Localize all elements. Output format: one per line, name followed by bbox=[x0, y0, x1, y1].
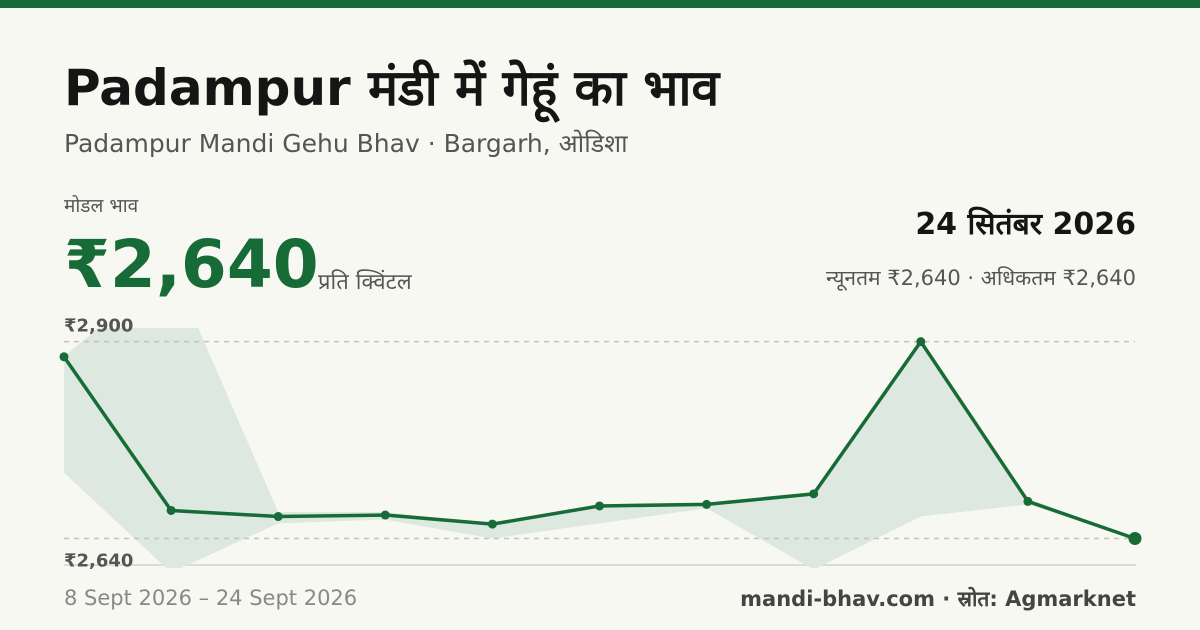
price-point bbox=[702, 499, 712, 509]
price-date: 24 सितंबर 2026 bbox=[915, 207, 1136, 242]
price-label: मोडल भाव bbox=[64, 195, 139, 217]
price-point bbox=[1128, 531, 1142, 545]
price-value: ₹2,640 bbox=[64, 226, 319, 303]
price-unit: प्रति क्विंटल bbox=[318, 270, 412, 295]
price-point bbox=[59, 352, 69, 362]
top-bar bbox=[0, 0, 1200, 8]
price-point bbox=[380, 510, 390, 520]
price-range: न्यूनतम ₹2,640 · अधिकतम ₹2,640 bbox=[826, 266, 1136, 290]
price-point bbox=[595, 501, 604, 511]
y-tick-label: ₹2,640 bbox=[64, 550, 133, 571]
subtitle: Padampur Mandi Gehu Bhav · Bargarh, ओडिश… bbox=[64, 129, 628, 158]
price-point bbox=[916, 337, 926, 347]
title: Padampur मंडी में गेहूं का भाव bbox=[64, 59, 720, 117]
price-point bbox=[273, 512, 283, 522]
price-point bbox=[1023, 496, 1033, 506]
price-point bbox=[487, 519, 497, 529]
footer-dates: 8 Sept 2026 – 24 Sept 2026 bbox=[64, 586, 358, 610]
footer-source: mandi-bhav.com · स्रोत: Agmarknet bbox=[740, 587, 1136, 611]
price-point bbox=[809, 489, 819, 499]
range-band bbox=[64, 328, 1135, 568]
y-tick-label: ₹2,900 bbox=[64, 316, 133, 337]
price-point bbox=[166, 505, 176, 515]
